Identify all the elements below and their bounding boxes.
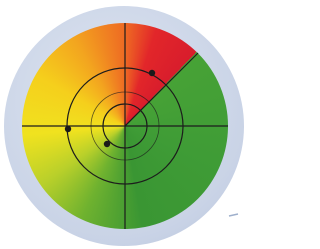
- rim-highlight: [229, 214, 238, 216]
- radar-blips: [65, 70, 155, 147]
- blip: [65, 126, 71, 132]
- blip: [104, 141, 110, 147]
- radar-lines: [22, 23, 228, 229]
- sector-line: [125, 53, 198, 126]
- page: [0, 0, 245, 249]
- blip: [149, 70, 155, 76]
- radar-overlay: [0, 0, 245, 249]
